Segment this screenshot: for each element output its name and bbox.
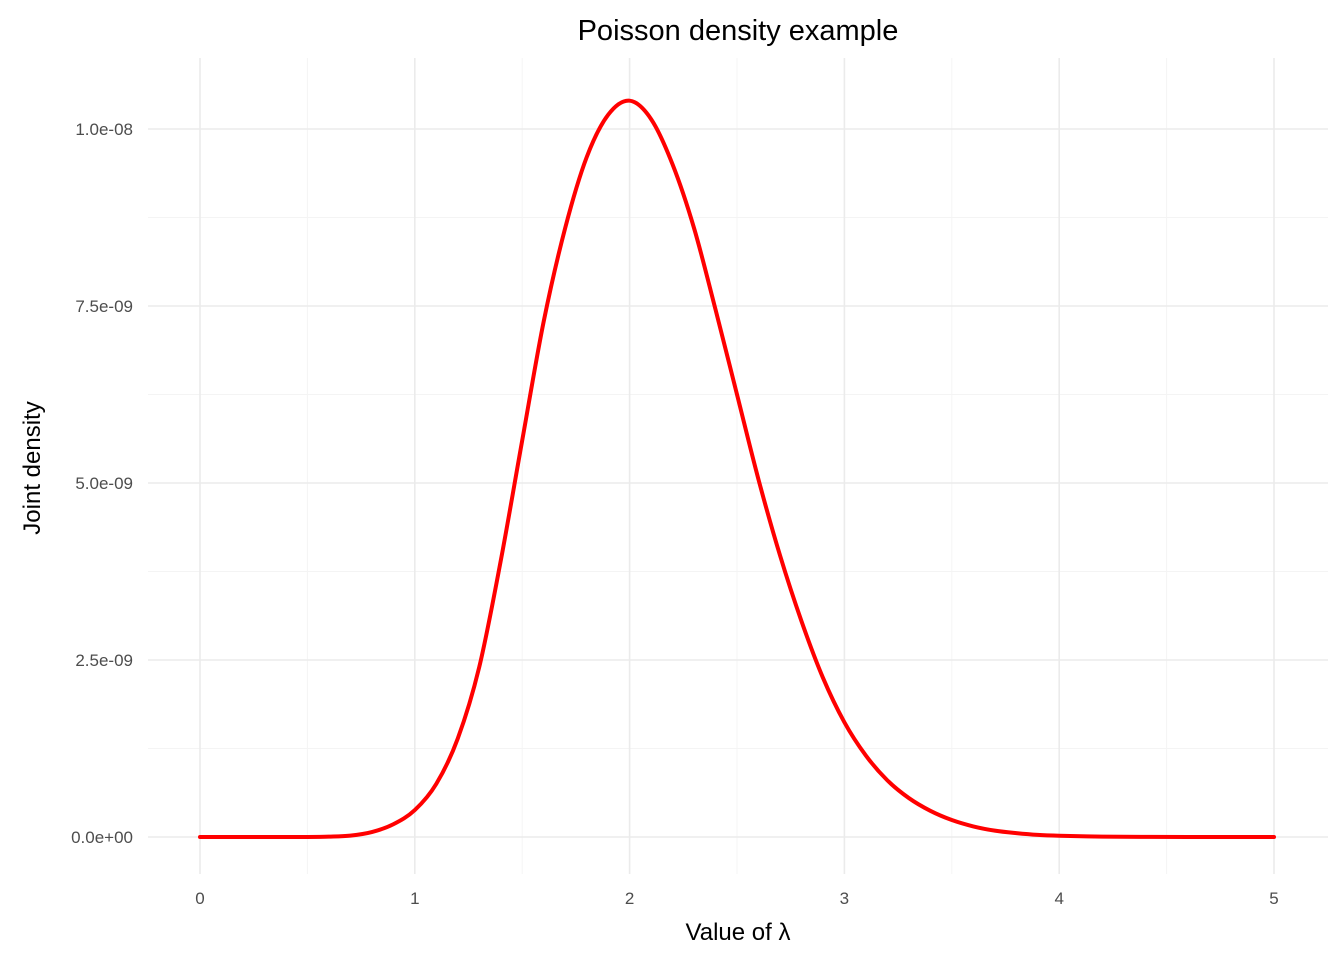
y-axis-title: Joint density	[19, 401, 46, 534]
x-axis-title: Value of λ	[686, 919, 791, 946]
x-tick-label: 2	[625, 889, 634, 908]
series-layer	[198, 98, 1276, 840]
x-tick-label: 3	[840, 889, 849, 908]
density-series-line	[198, 98, 1276, 840]
y-tick-label: 7.5e-09	[75, 297, 133, 316]
y-tick-label: 5.0e-09	[75, 474, 133, 493]
major-gridlines	[148, 58, 1328, 874]
y-axis-tick-labels: 0.0e+00 2.5e-09 5.0e-09 7.5e-09 1.0e-08	[71, 120, 133, 847]
minor-gridlines	[148, 58, 1328, 874]
x-tick-label: 5	[1269, 889, 1278, 908]
x-tick-label: 0	[195, 889, 204, 908]
x-tick-label: 1	[410, 889, 419, 908]
chart-title: Poisson density example	[578, 15, 899, 47]
y-tick-label: 2.5e-09	[75, 651, 133, 670]
x-tick-label: 4	[1054, 889, 1063, 908]
y-tick-label: 1.0e-08	[75, 120, 133, 139]
x-axis-tick-labels: 0 1 2 3 4 5	[195, 889, 1278, 908]
y-tick-label: 0.0e+00	[71, 828, 133, 847]
